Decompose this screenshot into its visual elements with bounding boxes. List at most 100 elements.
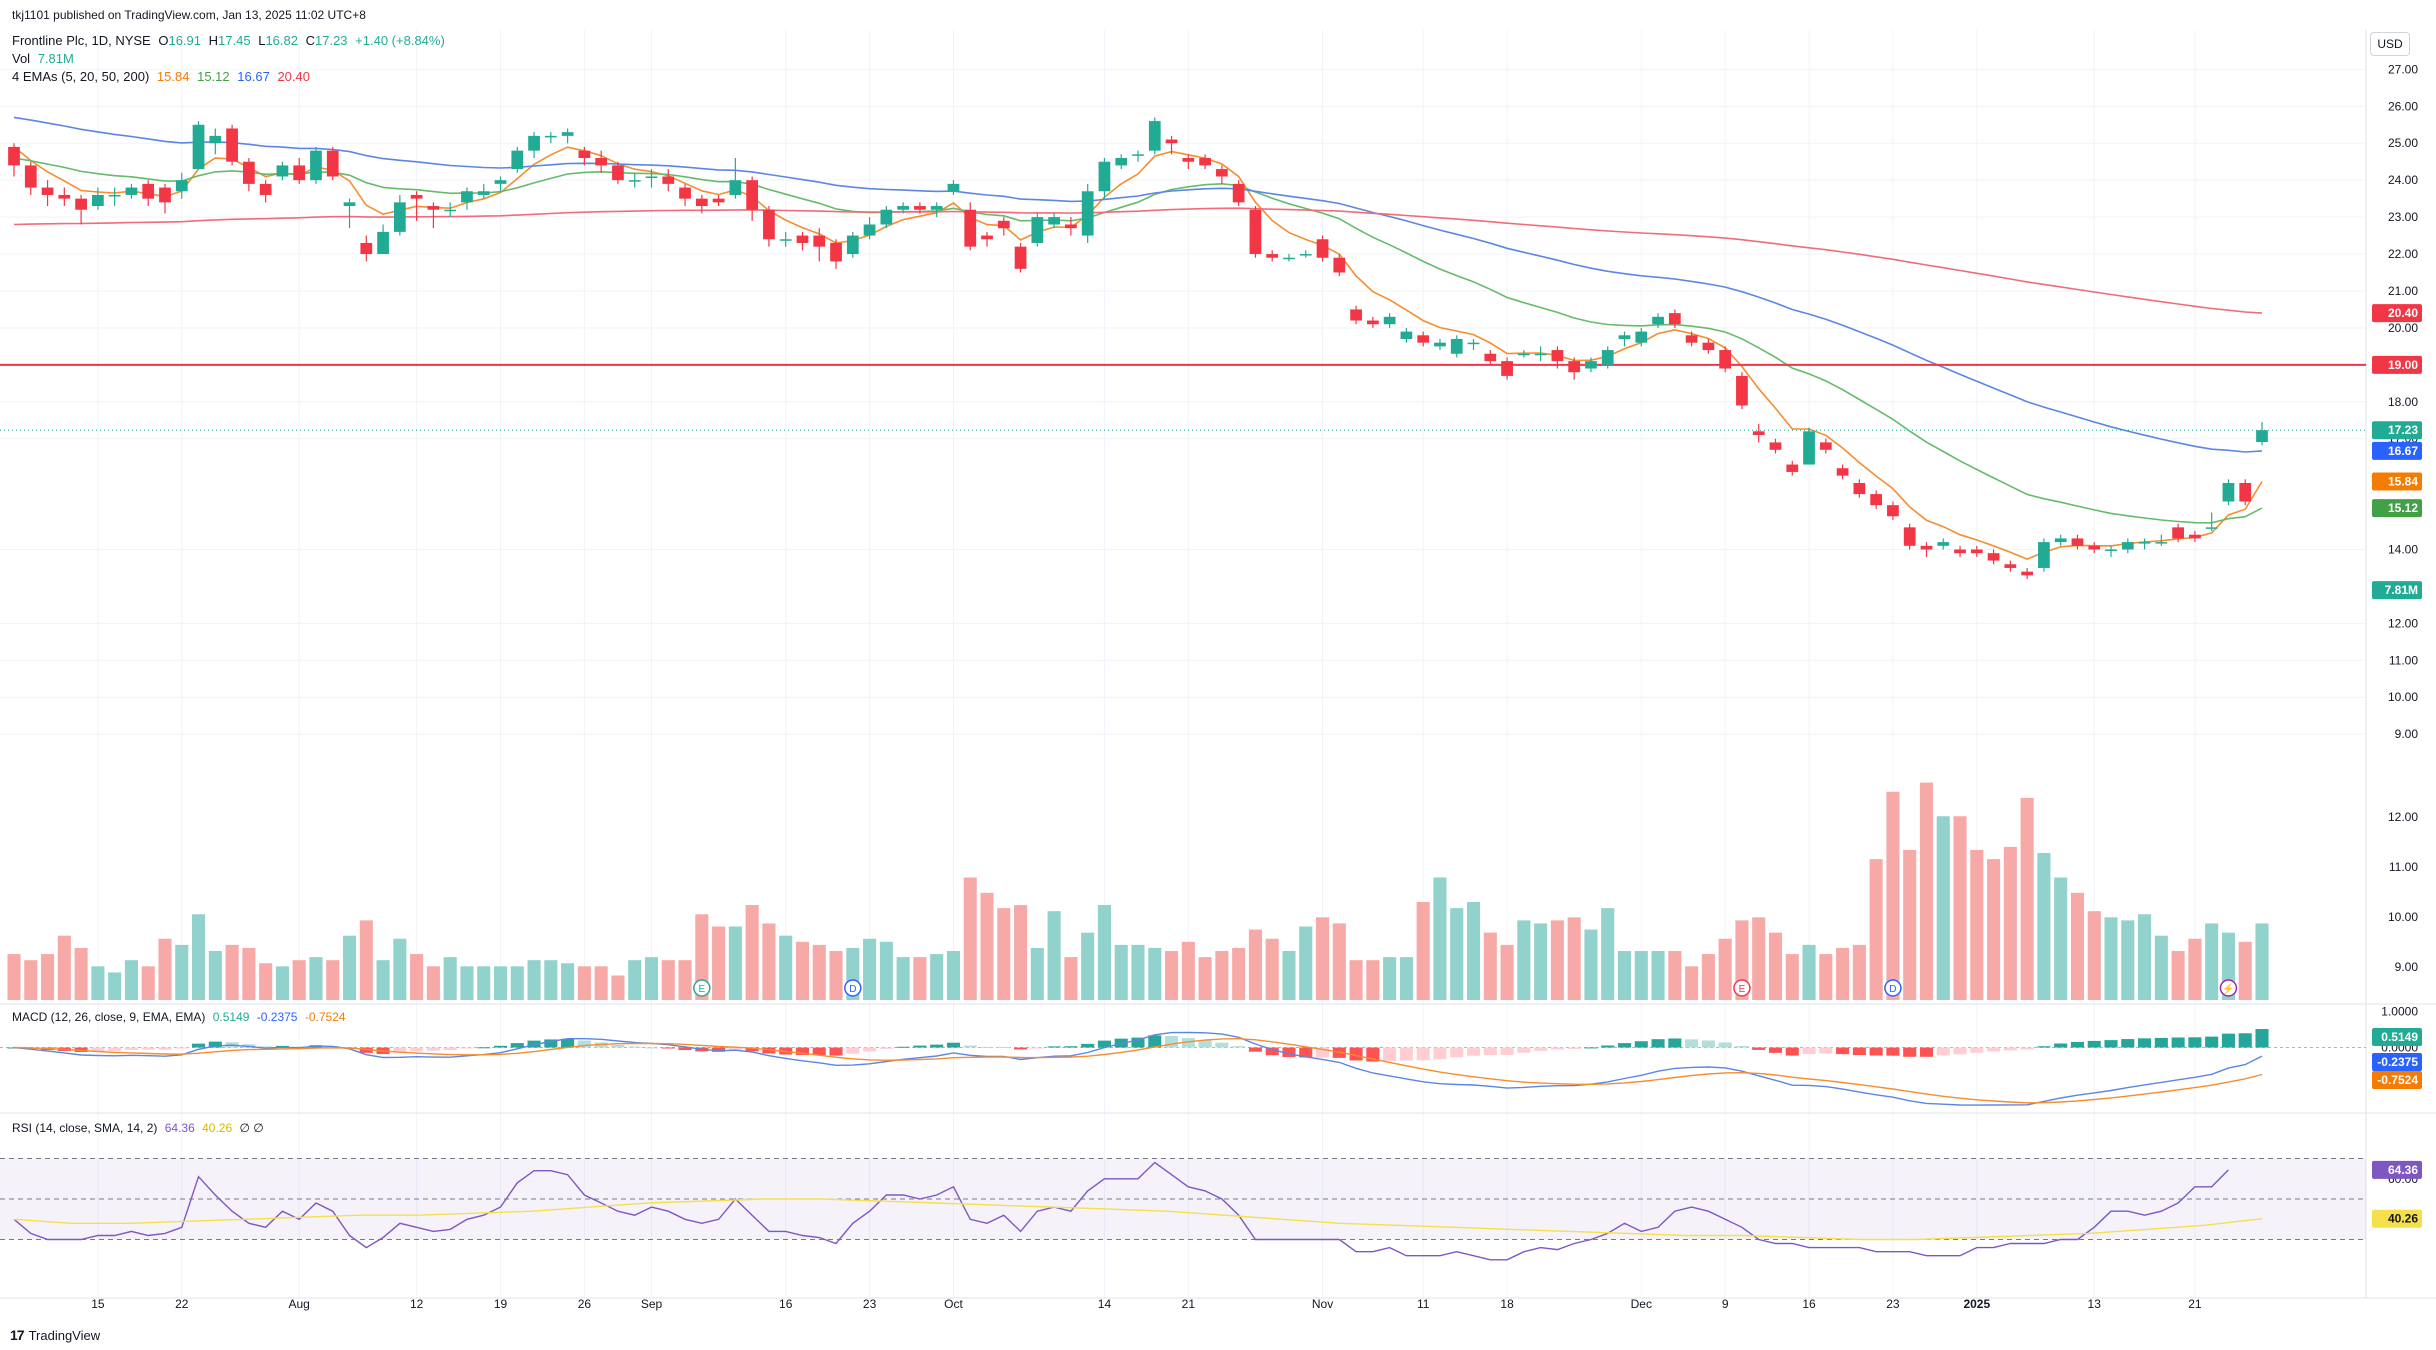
macd-histogram-bar — [963, 1045, 977, 1048]
candle-body — [1534, 353, 1547, 356]
candle-body — [1098, 161, 1111, 192]
price-label-bg — [2372, 581, 2422, 600]
macd-histogram-bar — [644, 1047, 659, 1049]
macd-histogram-bar — [359, 1047, 373, 1053]
candle-body — [1115, 158, 1128, 166]
rsi-legend: RSI (14, close, SMA, 14, 2) 64.36 40.26 … — [12, 1121, 268, 1135]
volume-axis-tick: 10.00 — [2388, 910, 2418, 924]
tradingview-logo-icon: 17 — [10, 1327, 25, 1343]
ema-label[interactable]: 4 EMAs (5, 20, 50, 200) — [12, 69, 150, 84]
price-label: 15.12 — [2388, 501, 2418, 515]
candle-body — [2155, 542, 2168, 544]
price-label-bg — [2372, 304, 2422, 323]
price-axis[interactable]: 27.00 26.00 25.00 24.00 23.00 22.00 21.00 20.00… — [2372, 62, 2422, 1228]
macd-value-label: -0.7524 — [2377, 1073, 2418, 1087]
volume-bar — [1248, 929, 1262, 1000]
time-axis-tick: 14 — [1098, 1297, 1112, 1311]
volume-bar — [1466, 902, 1481, 1000]
macd-histogram-bar — [1701, 1040, 1715, 1048]
candle-body — [1081, 191, 1094, 236]
volume-bar — [2104, 917, 2118, 1000]
volume-bar — [1081, 932, 1095, 1000]
volume-bar — [1970, 849, 1984, 1000]
macd-histogram-bar — [175, 1047, 189, 1049]
volume-bar — [376, 960, 390, 1000]
volume-bar — [1014, 905, 1028, 1000]
candle-body — [662, 176, 675, 184]
candle-body — [410, 194, 423, 199]
macd-histogram-bar — [863, 1047, 877, 1052]
ema20-line — [13, 157, 2263, 524]
candle-body — [1065, 224, 1077, 229]
symbol-title[interactable]: Frontline Plc, 1D, NYSE — [12, 33, 151, 48]
candle-body — [58, 194, 71, 199]
volume-bar — [1349, 960, 1363, 1000]
candle-body — [209, 135, 222, 144]
candle-body — [1702, 342, 1715, 351]
candle-body — [914, 206, 926, 210]
volume-bar — [2070, 892, 2085, 1000]
volume-bar — [1718, 938, 1732, 1000]
macd-histogram-bar — [1466, 1047, 1481, 1056]
candle-body — [1199, 158, 1211, 166]
volume-bar — [2238, 941, 2252, 1000]
ema5-line — [13, 146, 2263, 560]
candle-body — [326, 150, 339, 177]
price-axis-tick: 27.00 — [2388, 62, 2418, 76]
candle-body — [1350, 309, 1362, 321]
volume-bar — [443, 957, 457, 1000]
candle-body — [226, 128, 238, 162]
horizontal-line-19[interactable] — [0, 363, 2366, 431]
macd-histogram-bar — [2020, 1047, 2034, 1050]
rsi-ma-line — [13, 1198, 2263, 1241]
macd-histogram-bar — [2238, 1033, 2252, 1048]
price-axis-tick: 26.00 — [2388, 99, 2418, 113]
macd-histogram-bar — [1299, 1047, 1313, 1058]
macd-histogram-bar — [1919, 1047, 1934, 1057]
time-axis[interactable]: 15 22 Aug 12 19 26 Sep 16 23 Oct 14 21 Nov 11 18 Dec 9 16… — [91, 1297, 2202, 1311]
macd-value-label-bg — [2372, 1053, 2422, 1071]
time-axis-tick: 15 — [91, 1297, 105, 1311]
ema200-line — [13, 207, 2263, 314]
volume-bar — [2138, 914, 2152, 1000]
volume-bar — [1617, 951, 1632, 1000]
volume-bar — [561, 963, 575, 1000]
volume-value: 7.81M — [37, 51, 74, 66]
event-markers[interactable]: E D E D ⚡ — [693, 979, 2238, 997]
ema20-value: 15.12 — [197, 69, 230, 84]
candle-body — [1366, 320, 1379, 325]
footer-brand[interactable]: 17 TradingView — [10, 1327, 100, 1343]
time-axis-tick: 11 — [1417, 1297, 1430, 1311]
currency-button[interactable]: USD — [2370, 32, 2410, 56]
volume-bar — [544, 960, 558, 1000]
macd-label[interactable]: MACD (12, 26, close, 9, EMA, EMA) — [12, 1010, 206, 1024]
ema50-value: 16.67 — [237, 69, 270, 84]
event-marker-circle — [693, 979, 711, 997]
event-marker-label: D — [1889, 984, 1896, 995]
price-axis-tick: 18.00 — [2388, 395, 2418, 409]
volume-bar — [24, 960, 38, 1000]
time-axis-tick: Dec — [1631, 1297, 1652, 1311]
volume-bar — [275, 966, 289, 1000]
rsi-label[interactable]: RSI (14, close, SMA, 14, 2) — [12, 1121, 158, 1135]
volume-bar — [7, 954, 21, 1000]
volume-bar — [175, 944, 189, 1000]
candle-body — [511, 150, 524, 170]
volume-label[interactable]: Vol — [12, 51, 31, 66]
volume-bar — [1416, 902, 1430, 1000]
candle-body — [830, 242, 842, 262]
macd-histogram-bar — [795, 1047, 810, 1055]
candle-body — [75, 198, 87, 210]
price-axis-tick: 11.00 — [2389, 653, 2418, 667]
macd-histogram-bar — [1198, 1040, 1212, 1048]
candle-body — [729, 180, 742, 195]
ohlc-o: 16.91 — [168, 33, 202, 48]
macd-histogram-bar — [577, 1040, 591, 1048]
volume-bar — [225, 944, 239, 1000]
macd-histogram-bar — [2205, 1036, 2219, 1048]
volume-bar — [477, 966, 491, 1000]
macd-line-value: -0.2375 — [256, 1010, 298, 1024]
volume-bar — [577, 966, 591, 1000]
price-label-bg — [2372, 441, 2422, 460]
